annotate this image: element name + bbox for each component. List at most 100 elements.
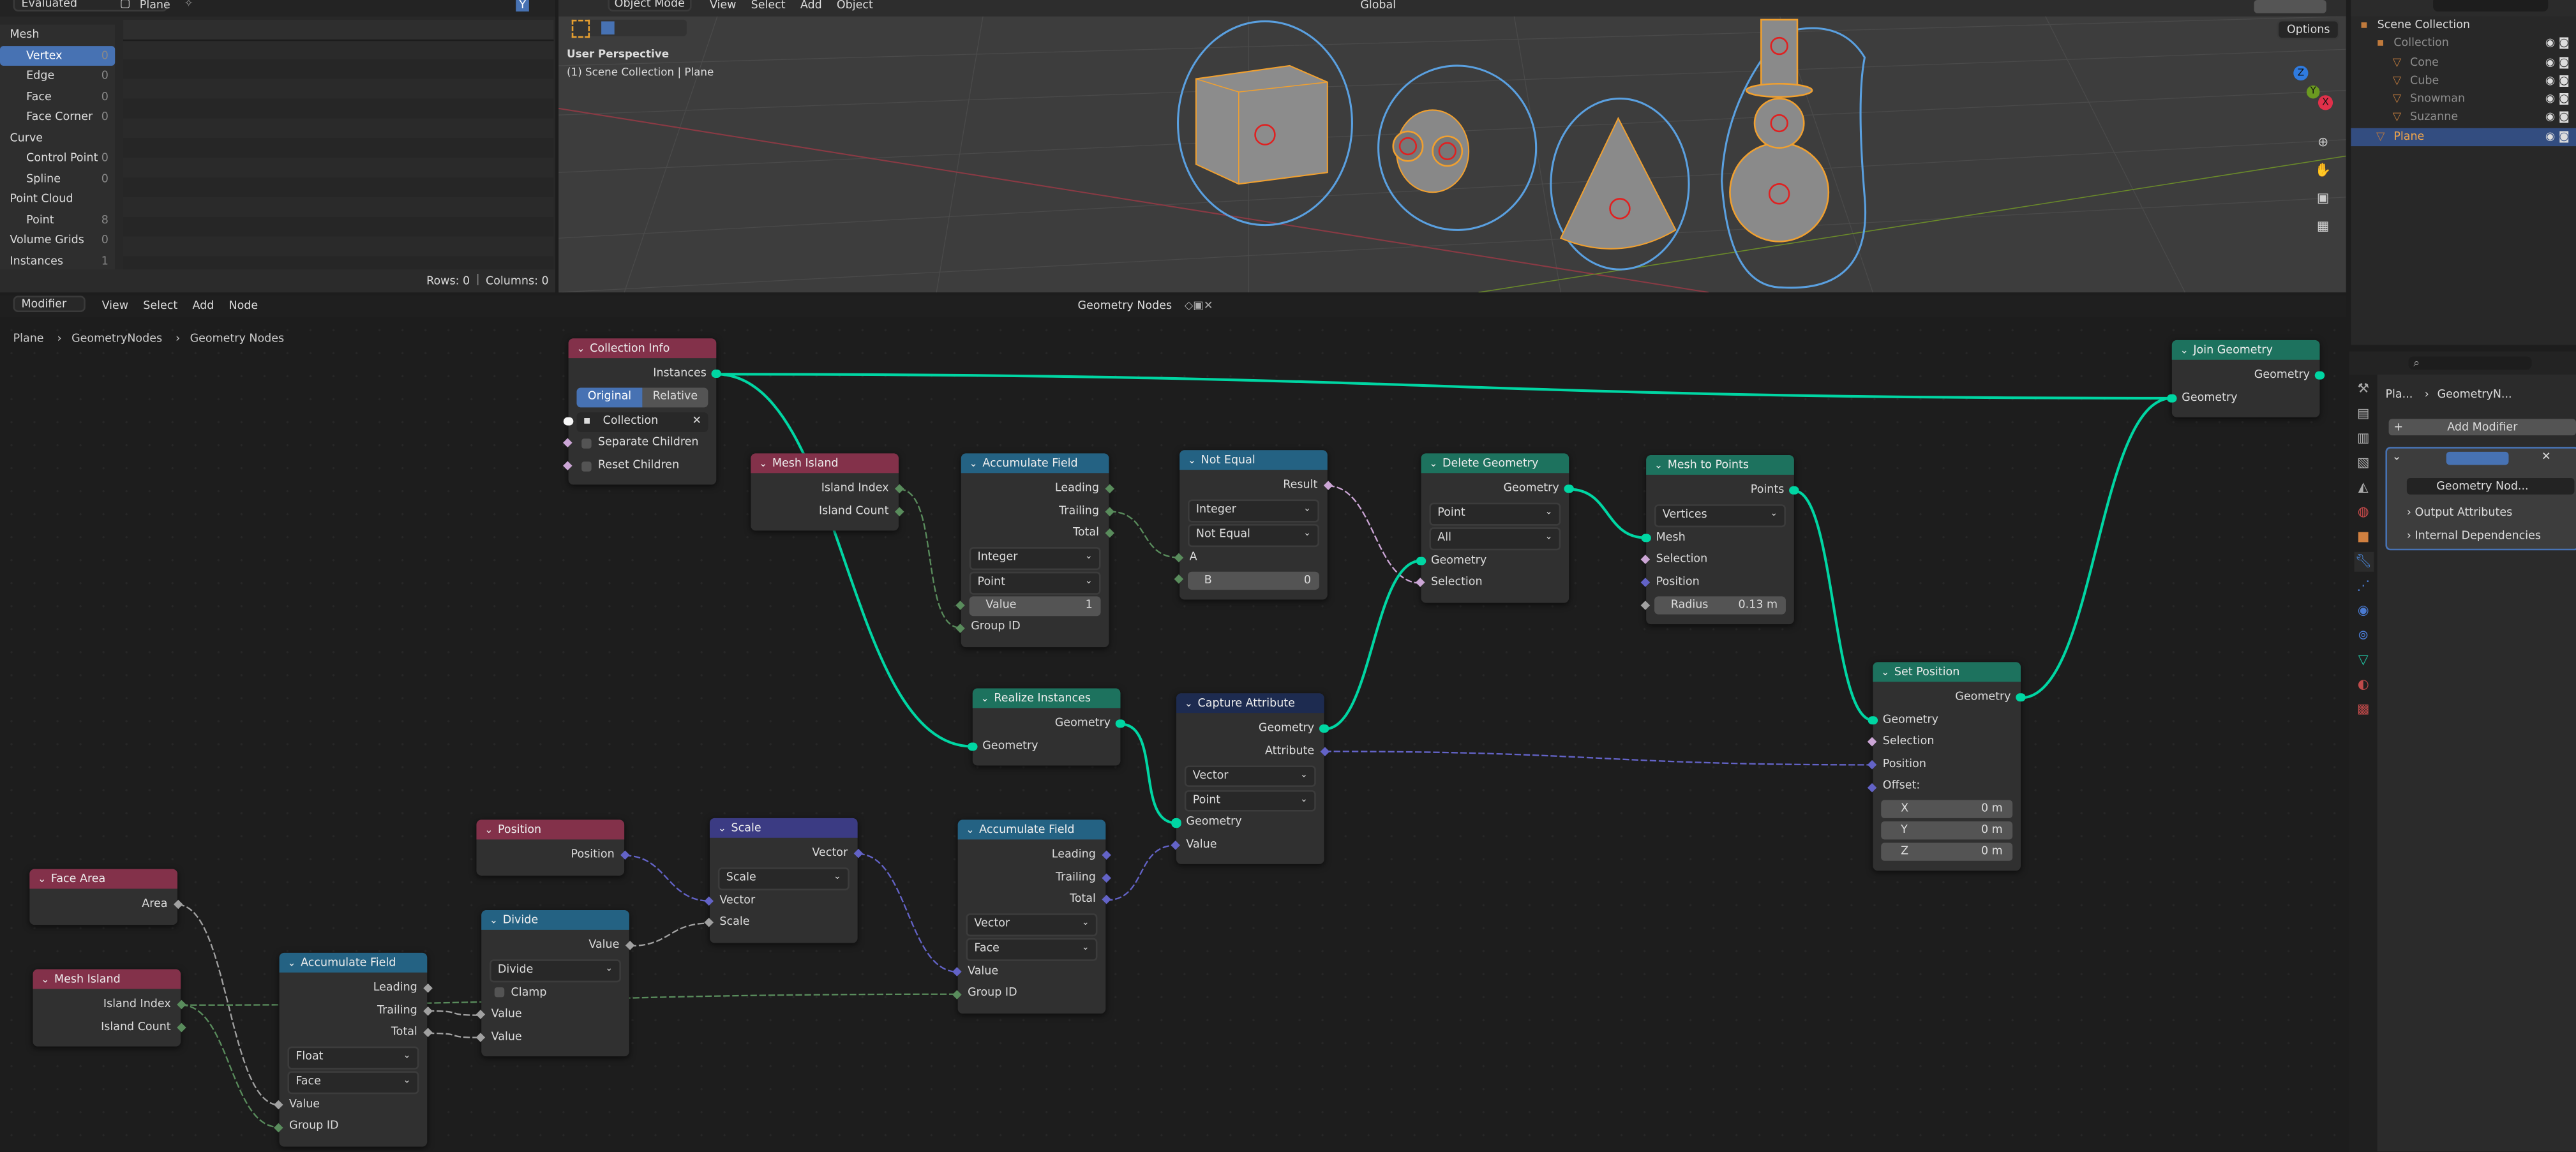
add-modifier-button[interactable]: + Add Modifier <box>2388 419 2576 436</box>
vector-component-field[interactable]: X 0 m <box>1873 798 2021 819</box>
node-header[interactable]: ⌄ Mesh Island <box>751 453 899 474</box>
output-tab-icon[interactable]: ▥ <box>2356 430 2370 445</box>
render-tab-icon[interactable]: ▤ <box>2356 405 2370 421</box>
socket-geometry[interactable] <box>2315 371 2325 380</box>
modifier-collapse-icon[interactable]: ⌄ <box>2392 450 2402 463</box>
socket-geometry[interactable] <box>2016 693 2026 703</box>
pin-icon[interactable]: ✧ <box>184 0 193 10</box>
outliner-item-cube[interactable]: ▽ Cube ◉ ◙ <box>2351 72 2576 91</box>
node-dropdown[interactable]: Vector ⌄ <box>958 911 1106 936</box>
menu-select[interactable]: Select <box>143 299 178 313</box>
outliner-item-plane[interactable]: ▽ Plane ◉ ◙ <box>2351 128 2576 147</box>
tool-tab-icon[interactable]: ⚒ <box>2357 381 2369 396</box>
visibility-icon[interactable]: ◉ ◙ <box>2545 55 2570 69</box>
socket-geometry[interactable] <box>1641 533 1651 542</box>
texture-tab-icon[interactable]: ▩ <box>2356 701 2370 717</box>
node-dropdown[interactable]: Point ⌄ <box>1176 787 1324 812</box>
node-header[interactable]: ⌄ Accumulate Field <box>957 819 1106 840</box>
view-layer-tab-icon[interactable]: ▧ <box>2356 454 2370 470</box>
checkbox[interactable]: Separate Children <box>563 432 717 454</box>
breadcrumb-modifier[interactable]: GeometryNodes <box>71 331 163 345</box>
socket-geometry[interactable] <box>968 742 977 751</box>
3d-viewport[interactable]: Object Mode View Select Add Object Global U… <box>558 0 2346 293</box>
checkbox[interactable]: Clamp <box>481 982 629 1004</box>
outliner-item-snowman[interactable]: ▽ Snowman ◉ ◙ <box>2351 91 2576 109</box>
node-join-geometry[interactable]: ⌄ Join Geometry Geometry Geometry <box>2167 340 2325 418</box>
toggle-relative[interactable]: Relative <box>642 387 708 408</box>
node-not-equal[interactable]: ⌄ Not Equal Result Integer ⌄ Not Equal ⌄ A B 0 <box>1174 450 1333 599</box>
node-header[interactable]: ⌄ Capture Attribute <box>1176 693 1324 714</box>
visibility-icon[interactable]: ◉ ◙ <box>2545 110 2570 124</box>
socket-geometry[interactable] <box>1564 484 1574 494</box>
domain-edge[interactable]: Edge 0 <box>0 66 115 86</box>
socket-geometry[interactable] <box>712 370 721 379</box>
node-group-selector[interactable]: Geometry Nod... <box>2406 478 2575 495</box>
node-face-area[interactable]: ⌄ Face Area Area <box>29 869 183 925</box>
value-field[interactable]: Radius 0.13 m <box>1641 594 1794 616</box>
remove-modifier-icon[interactable]: ✕ <box>2541 450 2551 463</box>
node-header[interactable]: ⌄ Not Equal <box>1179 450 1328 470</box>
domain-vertex[interactable]: Vertex 0 <box>0 45 116 66</box>
domain-point-cloud[interactable]: Point Cloud <box>0 189 115 209</box>
panel-output-attributes[interactable]: › Output Attributes <box>2406 505 2513 520</box>
breadcrumb-node-group[interactable]: Geometry Nodes <box>190 331 285 345</box>
domain-curve[interactable]: Curve <box>0 127 115 147</box>
domain-volume-grids[interactable]: Volume Grids 0 <box>0 230 115 250</box>
outliner-search[interactable] <box>2433 0 2549 12</box>
outliner-item-cone[interactable]: ▽ Cone ◉ ◙ <box>2351 54 2576 72</box>
socket-geometry[interactable] <box>1416 556 1426 565</box>
clear-icon[interactable]: ✕ <box>692 414 702 428</box>
node-header[interactable]: ⌄ Delete Geometry <box>1421 453 1569 474</box>
node-delete-geometry[interactable]: ⌄ Delete Geometry Geometry Point ⌄ All ⌄ Geomet… <box>1416 453 1574 603</box>
outliner-item-collection[interactable]: ▪ Collection ◉ ◙ <box>2351 35 2576 54</box>
navigation-gizmo[interactable]: Z Y X <box>2267 65 2333 148</box>
node-dropdown[interactable]: Face ⌄ <box>958 936 1106 961</box>
node-header[interactable]: ⌄ Mesh Island <box>33 969 181 989</box>
panel-internal-dependencies[interactable]: › Internal Dependencies <box>2406 528 2542 542</box>
select-box-icon[interactable] <box>601 21 615 35</box>
socket-geometry[interactable] <box>1319 724 1329 734</box>
socket-geometry[interactable] <box>1171 818 1181 828</box>
display-mode-dropdown[interactable]: Evaluated <box>13 0 168 12</box>
world-tab-icon[interactable]: ◍ <box>2357 504 2369 520</box>
properties-search[interactable]: ⌕ <box>2408 356 2532 370</box>
domain-point[interactable]: Point 8 <box>0 209 115 230</box>
node-scale[interactable]: ⌄ Scale Vector Scale ⌄ Vector Scale <box>704 818 863 943</box>
collapse-chevron-icon[interactable]: ⌄ <box>1881 667 1890 679</box>
collection-field[interactable]: ▪ Collection ✕ <box>564 410 717 432</box>
menu-add[interactable]: Add <box>192 299 214 313</box>
node-dropdown[interactable]: Divide ⌄ <box>481 957 629 982</box>
gizmo-x[interactable]: X <box>2318 95 2333 110</box>
collapse-chevron-icon[interactable]: ⌄ <box>717 823 726 835</box>
node-position[interactable]: ⌄ Position Position <box>476 819 630 875</box>
socket-geometry[interactable] <box>2167 393 2176 403</box>
vector-component-field[interactable]: Z 0 m <box>1873 841 2021 862</box>
collapse-chevron-icon[interactable]: ⌄ <box>576 343 585 355</box>
material-tab-icon[interactable]: ◐ <box>2357 677 2369 692</box>
menu-select[interactable]: Select <box>751 0 786 12</box>
node-tree-selector[interactable]: Geometry Nodes <box>1077 299 1172 313</box>
collapse-chevron-icon[interactable]: ⌄ <box>1184 698 1193 710</box>
selection-mode-toolbar[interactable] <box>571 19 687 38</box>
checkbox-box[interactable] <box>581 438 592 449</box>
collapse-chevron-icon[interactable]: ⌄ <box>484 825 493 837</box>
domain-face-corner[interactable]: Face Corner 0 <box>0 107 115 127</box>
node-acc-top[interactable]: ⌄ Accumulate Field Leading Trailing Total Int… <box>955 453 1114 648</box>
collapse-chevron-icon[interactable]: ⌄ <box>1429 458 1438 470</box>
collapse-chevron-icon[interactable]: ⌄ <box>2180 345 2189 357</box>
visibility-icon[interactable]: ◉ ◙ <box>2545 73 2570 87</box>
node-header[interactable]: ⌄ Set Position <box>1873 662 2021 682</box>
collapse-chevron-icon[interactable]: ⌄ <box>759 458 768 470</box>
node-header[interactable]: ⌄ Realize Instances <box>972 688 1121 708</box>
node-divide[interactable]: ⌄ Divide Value Divide ⌄ Clamp Value Value <box>476 909 634 1058</box>
breadcrumb-plane[interactable]: Plane <box>13 331 44 345</box>
menu-node[interactable]: Node <box>228 299 258 313</box>
node-header[interactable]: ⌄ Position <box>476 819 625 840</box>
node-collection-info[interactable]: ⌄ Collection Info Instances Original Relativ… <box>563 338 721 486</box>
fake-user-toggle[interactable]: ◇▣✕ <box>1184 299 1213 313</box>
gizmo-y[interactable]: Y <box>2306 85 2320 99</box>
node-acc-mid[interactable]: ⌄ Accumulate Field Leading Trailing Total Vec… <box>952 819 1111 1014</box>
modifier-toggles[interactable] <box>2446 451 2509 465</box>
viewport-nav-buttons[interactable]: ⊕ ✋ ▣ ▦ <box>2314 135 2332 234</box>
